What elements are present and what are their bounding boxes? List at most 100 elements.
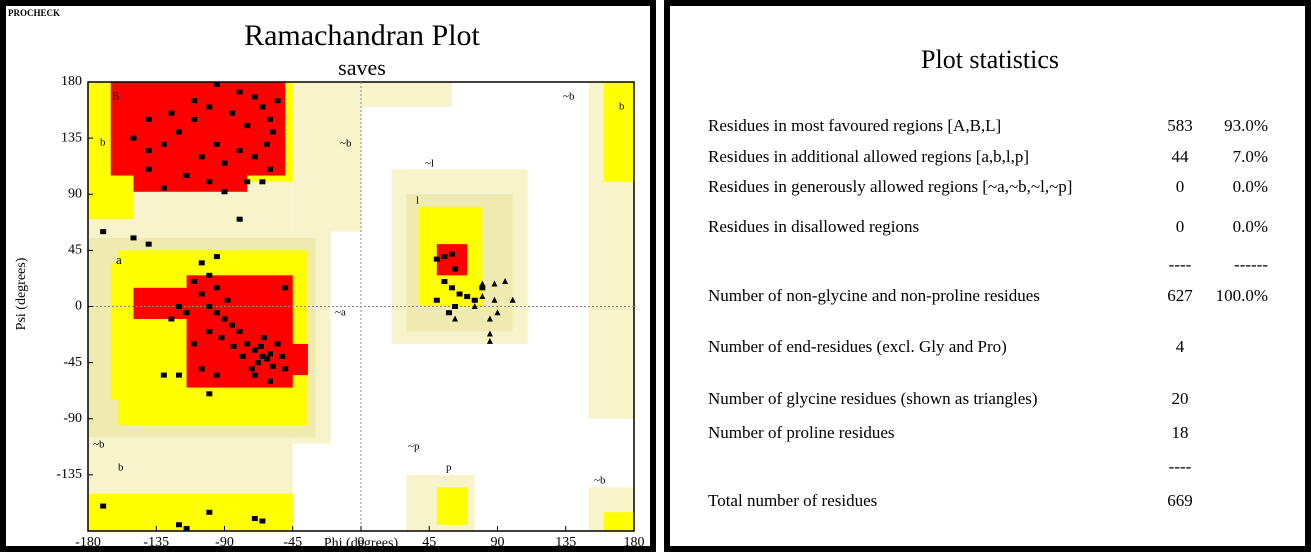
residue-point <box>282 285 289 291</box>
residue-point <box>449 285 455 291</box>
region-label: a <box>116 252 122 267</box>
residue-point <box>449 251 455 257</box>
residue-point <box>198 366 205 372</box>
residue-point <box>260 335 267 341</box>
residue-point <box>251 516 258 522</box>
row-label: Number of glycine residues (shown as tri… <box>708 389 1038 408</box>
region-label: B <box>112 91 119 103</box>
x-tick-label: 180 <box>624 535 645 550</box>
residue-point <box>191 341 198 347</box>
chart-title: Ramachandran Plot <box>244 19 480 52</box>
residue-point <box>270 363 277 369</box>
row-count: ---- <box>1169 457 1192 476</box>
row-count: 18 <box>1172 423 1189 442</box>
residue-point <box>441 279 448 285</box>
residue-point <box>191 279 198 285</box>
residue-point <box>282 366 289 372</box>
residue-point <box>433 256 440 262</box>
residue-point <box>244 341 251 347</box>
residue-point <box>160 141 167 147</box>
residue-point <box>213 372 220 378</box>
corner-note: PROCHECK <box>8 8 60 18</box>
residue-point <box>213 141 220 147</box>
residue-point <box>251 154 258 160</box>
row-count: 627 <box>1167 286 1193 305</box>
glycine-point <box>494 309 501 316</box>
glycine-point <box>486 337 493 344</box>
residue-point <box>176 304 182 309</box>
residue-point <box>198 154 205 160</box>
x-tick-label: -90 <box>215 535 234 550</box>
row-label: Total number of residues <box>708 491 877 510</box>
residue-point <box>183 310 190 316</box>
row-label: Residues in generously allowed regions [… <box>708 177 1072 196</box>
row-count: 583 <box>1167 116 1193 135</box>
residue-point <box>230 343 237 349</box>
glycine-point <box>502 278 509 285</box>
residue-point <box>267 351 273 357</box>
residue-point <box>168 316 175 322</box>
residue-point <box>471 297 478 303</box>
row-count: 669 <box>1167 491 1193 510</box>
y-tick-label: -135 <box>56 467 82 482</box>
x-tick-label: -180 <box>75 535 101 550</box>
y-tick-label: 90 <box>68 186 82 201</box>
glycine-point <box>471 303 478 309</box>
residue-point <box>168 110 175 116</box>
residue-point <box>441 254 448 260</box>
row-percent: 0.0% <box>1233 177 1268 196</box>
residue-point <box>259 353 266 359</box>
row-label: Residues in disallowed regions <box>708 217 919 236</box>
residue-point <box>100 503 107 509</box>
region-label: p <box>446 462 452 474</box>
y-tick-label: 45 <box>68 243 82 258</box>
right-panel <box>664 0 1311 552</box>
region-label: ~b <box>340 138 352 150</box>
y-tick-label: 135 <box>61 130 82 145</box>
residue-point <box>254 360 261 366</box>
residue-point <box>229 322 236 328</box>
region-label: ~b <box>93 439 105 451</box>
residue-point <box>213 254 220 260</box>
row-count: 0 <box>1176 177 1185 196</box>
residue-point <box>259 518 266 524</box>
row-count: 0 <box>1176 217 1185 236</box>
residue-point <box>263 356 270 362</box>
residue-point <box>130 235 137 241</box>
x-tick-label: 135 <box>555 535 576 550</box>
glycine-point <box>479 293 486 300</box>
residue-point <box>236 89 243 95</box>
residue-point <box>251 94 258 100</box>
row-count: 4 <box>1176 337 1185 356</box>
x-tick-label: 45 <box>422 535 436 550</box>
y-tick-label: -45 <box>63 355 82 370</box>
residue-point <box>100 229 107 235</box>
residue-point <box>191 116 198 122</box>
row-label: Number of end-residues (excl. Gly and Pr… <box>708 337 1007 356</box>
region-label: ~l <box>425 158 434 170</box>
residue-point <box>183 526 190 532</box>
residue-point <box>263 141 270 147</box>
row-label: Number of proline residues <box>708 423 894 442</box>
residue-point <box>251 372 258 378</box>
residue-point <box>130 135 137 141</box>
residue-point <box>244 179 251 185</box>
residue-point <box>267 116 273 122</box>
region-label: b <box>118 462 124 474</box>
residue-point <box>259 179 266 185</box>
residue-point <box>236 148 243 154</box>
residue-point <box>206 179 213 185</box>
chart-subtitle: saves <box>338 55 386 80</box>
row-count: 20 <box>1172 389 1189 408</box>
glycine-point <box>479 280 486 287</box>
x-tick-label: -45 <box>283 535 302 550</box>
residue-point <box>452 266 459 272</box>
residue-point <box>221 160 228 166</box>
region-label: b <box>619 101 625 113</box>
row-count: 44 <box>1172 147 1190 166</box>
residue-point <box>239 353 246 359</box>
residue-point <box>248 366 255 372</box>
glycine-point <box>491 280 498 287</box>
residue-point <box>213 81 220 87</box>
